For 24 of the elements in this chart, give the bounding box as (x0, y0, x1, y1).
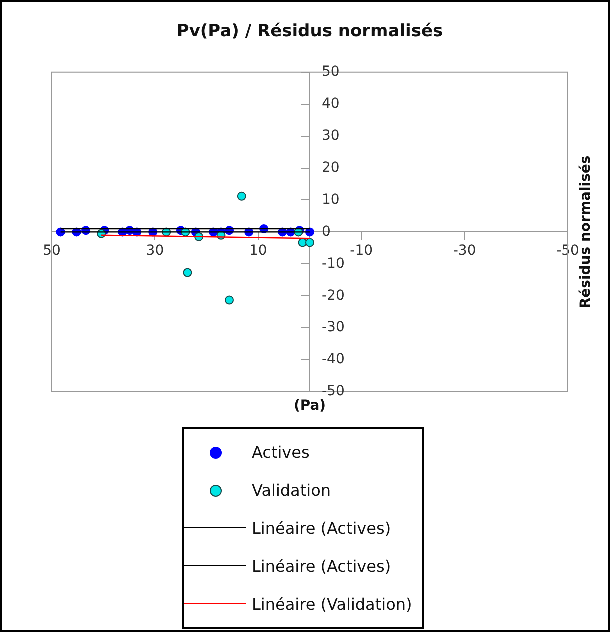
legend-label: Linéaire (Validation) (252, 594, 412, 614)
x-tick-label: -10 (350, 243, 374, 260)
chart-title: Pv(Pa) / Résidus normalisés (176, 22, 444, 42)
y-tick-label: -20 (322, 288, 345, 304)
x-axis-title: (Pa) (294, 398, 326, 414)
y-tick-label: -10 (322, 256, 345, 272)
x-tick-label: 10 (249, 243, 268, 260)
legend-label: Validation (252, 480, 332, 500)
y-tick-label: -40 (322, 352, 345, 368)
y-tick-label: 50 (322, 64, 340, 80)
y-tick-label: -50 (322, 384, 345, 400)
y-axis-title: Résidus normalisés (578, 156, 594, 309)
legend-label: Actives (252, 442, 310, 462)
y-tick-label: -30 (322, 320, 345, 336)
legend-label: Linéaire (Actives) (252, 518, 392, 538)
y-tick-label: 10 (322, 192, 340, 208)
y-tick-label: 0 (322, 224, 331, 240)
y-tick-label: 40 (322, 96, 340, 112)
x-tick-label: -30 (453, 243, 476, 260)
y-tick-label: 30 (322, 128, 340, 144)
x-tick-label: 50 (43, 243, 61, 260)
y-tick-label: 20 (322, 160, 340, 176)
x-tick-label: 30 (146, 243, 164, 260)
legend-label: Linéaire (Actives) (252, 556, 392, 576)
